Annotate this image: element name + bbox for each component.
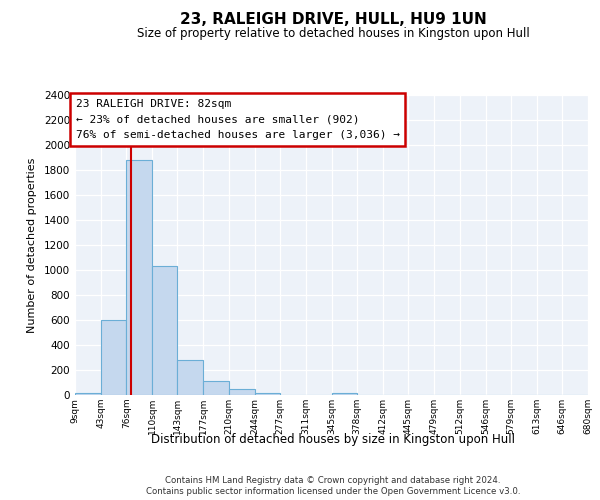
Text: 23 RALEIGH DRIVE: 82sqm
← 23% of detached houses are smaller (902)
76% of semi-d: 23 RALEIGH DRIVE: 82sqm ← 23% of detache… [76, 99, 400, 140]
Text: Distribution of detached houses by size in Kingston upon Hull: Distribution of detached houses by size … [151, 432, 515, 446]
Bar [178, 360, 203, 395]
Bar [126, 160, 152, 395]
Text: Contains public sector information licensed under the Open Government Licence v3: Contains public sector information licen… [146, 488, 520, 496]
Bar [254, 392, 280, 395]
Bar [332, 392, 357, 395]
Bar [75, 392, 101, 395]
Y-axis label: Number of detached properties: Number of detached properties [27, 158, 37, 332]
Text: 23, RALEIGH DRIVE, HULL, HU9 1UN: 23, RALEIGH DRIVE, HULL, HU9 1UN [179, 12, 487, 28]
Text: Size of property relative to detached houses in Kingston upon Hull: Size of property relative to detached ho… [137, 28, 529, 40]
Bar [101, 320, 126, 395]
Bar [152, 266, 178, 395]
Bar [203, 381, 229, 395]
Bar [229, 390, 254, 395]
Text: Contains HM Land Registry data © Crown copyright and database right 2024.: Contains HM Land Registry data © Crown c… [165, 476, 501, 485]
